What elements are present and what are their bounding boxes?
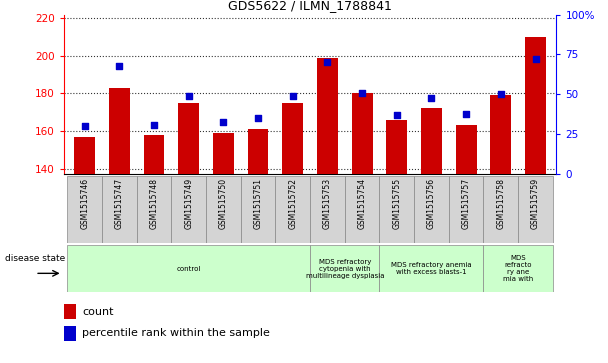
Bar	[241, 176, 275, 243]
Bar	[386, 120, 407, 174]
Text: count: count	[82, 307, 114, 317]
Bar	[483, 245, 553, 292]
Point	[253, 115, 263, 121]
Bar	[137, 176, 171, 243]
Bar	[178, 103, 199, 174]
Point	[531, 56, 541, 62]
Text: disease state: disease state	[5, 254, 65, 263]
Point	[288, 93, 297, 99]
Point	[80, 123, 89, 129]
Bar	[67, 176, 102, 243]
Bar	[310, 245, 379, 292]
Text: GSM1515746: GSM1515746	[80, 178, 89, 229]
Text: GSM1515751: GSM1515751	[254, 178, 263, 229]
Text: MDS
refracto
ry ane
mia with: MDS refracto ry ane mia with	[503, 255, 533, 282]
Text: MDS refractory
cytopenia with
multilineage dysplasia: MDS refractory cytopenia with multilinea…	[305, 258, 384, 279]
Bar	[171, 176, 206, 243]
Bar	[109, 88, 130, 174]
Bar	[421, 109, 442, 174]
Bar	[102, 176, 137, 243]
Text: GSM1515756: GSM1515756	[427, 178, 436, 229]
Text: GSM1515754: GSM1515754	[358, 178, 367, 229]
Text: GSM1515757: GSM1515757	[461, 178, 471, 229]
Point	[392, 112, 402, 118]
Text: GSM1515753: GSM1515753	[323, 178, 332, 229]
Text: GSM1515755: GSM1515755	[392, 178, 401, 229]
Bar	[345, 176, 379, 243]
Text: GSM1515747: GSM1515747	[115, 178, 124, 229]
Text: GSM1515750: GSM1515750	[219, 178, 228, 229]
Bar	[351, 93, 373, 174]
Bar	[518, 176, 553, 243]
Text: percentile rank within the sample: percentile rank within the sample	[82, 329, 270, 338]
Text: GSM1515749: GSM1515749	[184, 178, 193, 229]
Bar	[379, 245, 483, 292]
Text: GSM1515758: GSM1515758	[496, 178, 505, 229]
Text: MDS refractory anemia
with excess blasts-1: MDS refractory anemia with excess blasts…	[391, 262, 472, 275]
Point	[358, 90, 367, 96]
Text: control: control	[176, 266, 201, 272]
Bar	[213, 133, 234, 174]
Bar	[525, 37, 546, 174]
Bar	[206, 176, 241, 243]
Text: GSM1515759: GSM1515759	[531, 178, 540, 229]
Bar	[317, 58, 338, 174]
Bar	[379, 176, 414, 243]
Point	[218, 119, 228, 125]
Point	[184, 93, 193, 99]
Bar	[449, 176, 483, 243]
Bar	[414, 176, 449, 243]
Bar	[282, 103, 303, 174]
Text: GSM1515748: GSM1515748	[150, 178, 159, 229]
Bar	[491, 95, 511, 174]
Bar	[74, 136, 95, 174]
Point	[461, 111, 471, 117]
Bar	[456, 125, 477, 174]
Bar	[247, 129, 269, 174]
Bar	[483, 176, 518, 243]
Point	[427, 95, 437, 101]
Bar	[143, 135, 164, 174]
Bar	[310, 176, 345, 243]
Point	[496, 91, 506, 97]
Bar	[275, 176, 310, 243]
Point	[114, 63, 124, 69]
Bar	[67, 245, 310, 292]
Title: GDS5622 / ILMN_1788841: GDS5622 / ILMN_1788841	[228, 0, 392, 12]
Point	[149, 122, 159, 128]
Text: GSM1515752: GSM1515752	[288, 178, 297, 229]
Point	[323, 60, 333, 65]
Bar	[64, 326, 76, 341]
Bar	[64, 304, 76, 319]
